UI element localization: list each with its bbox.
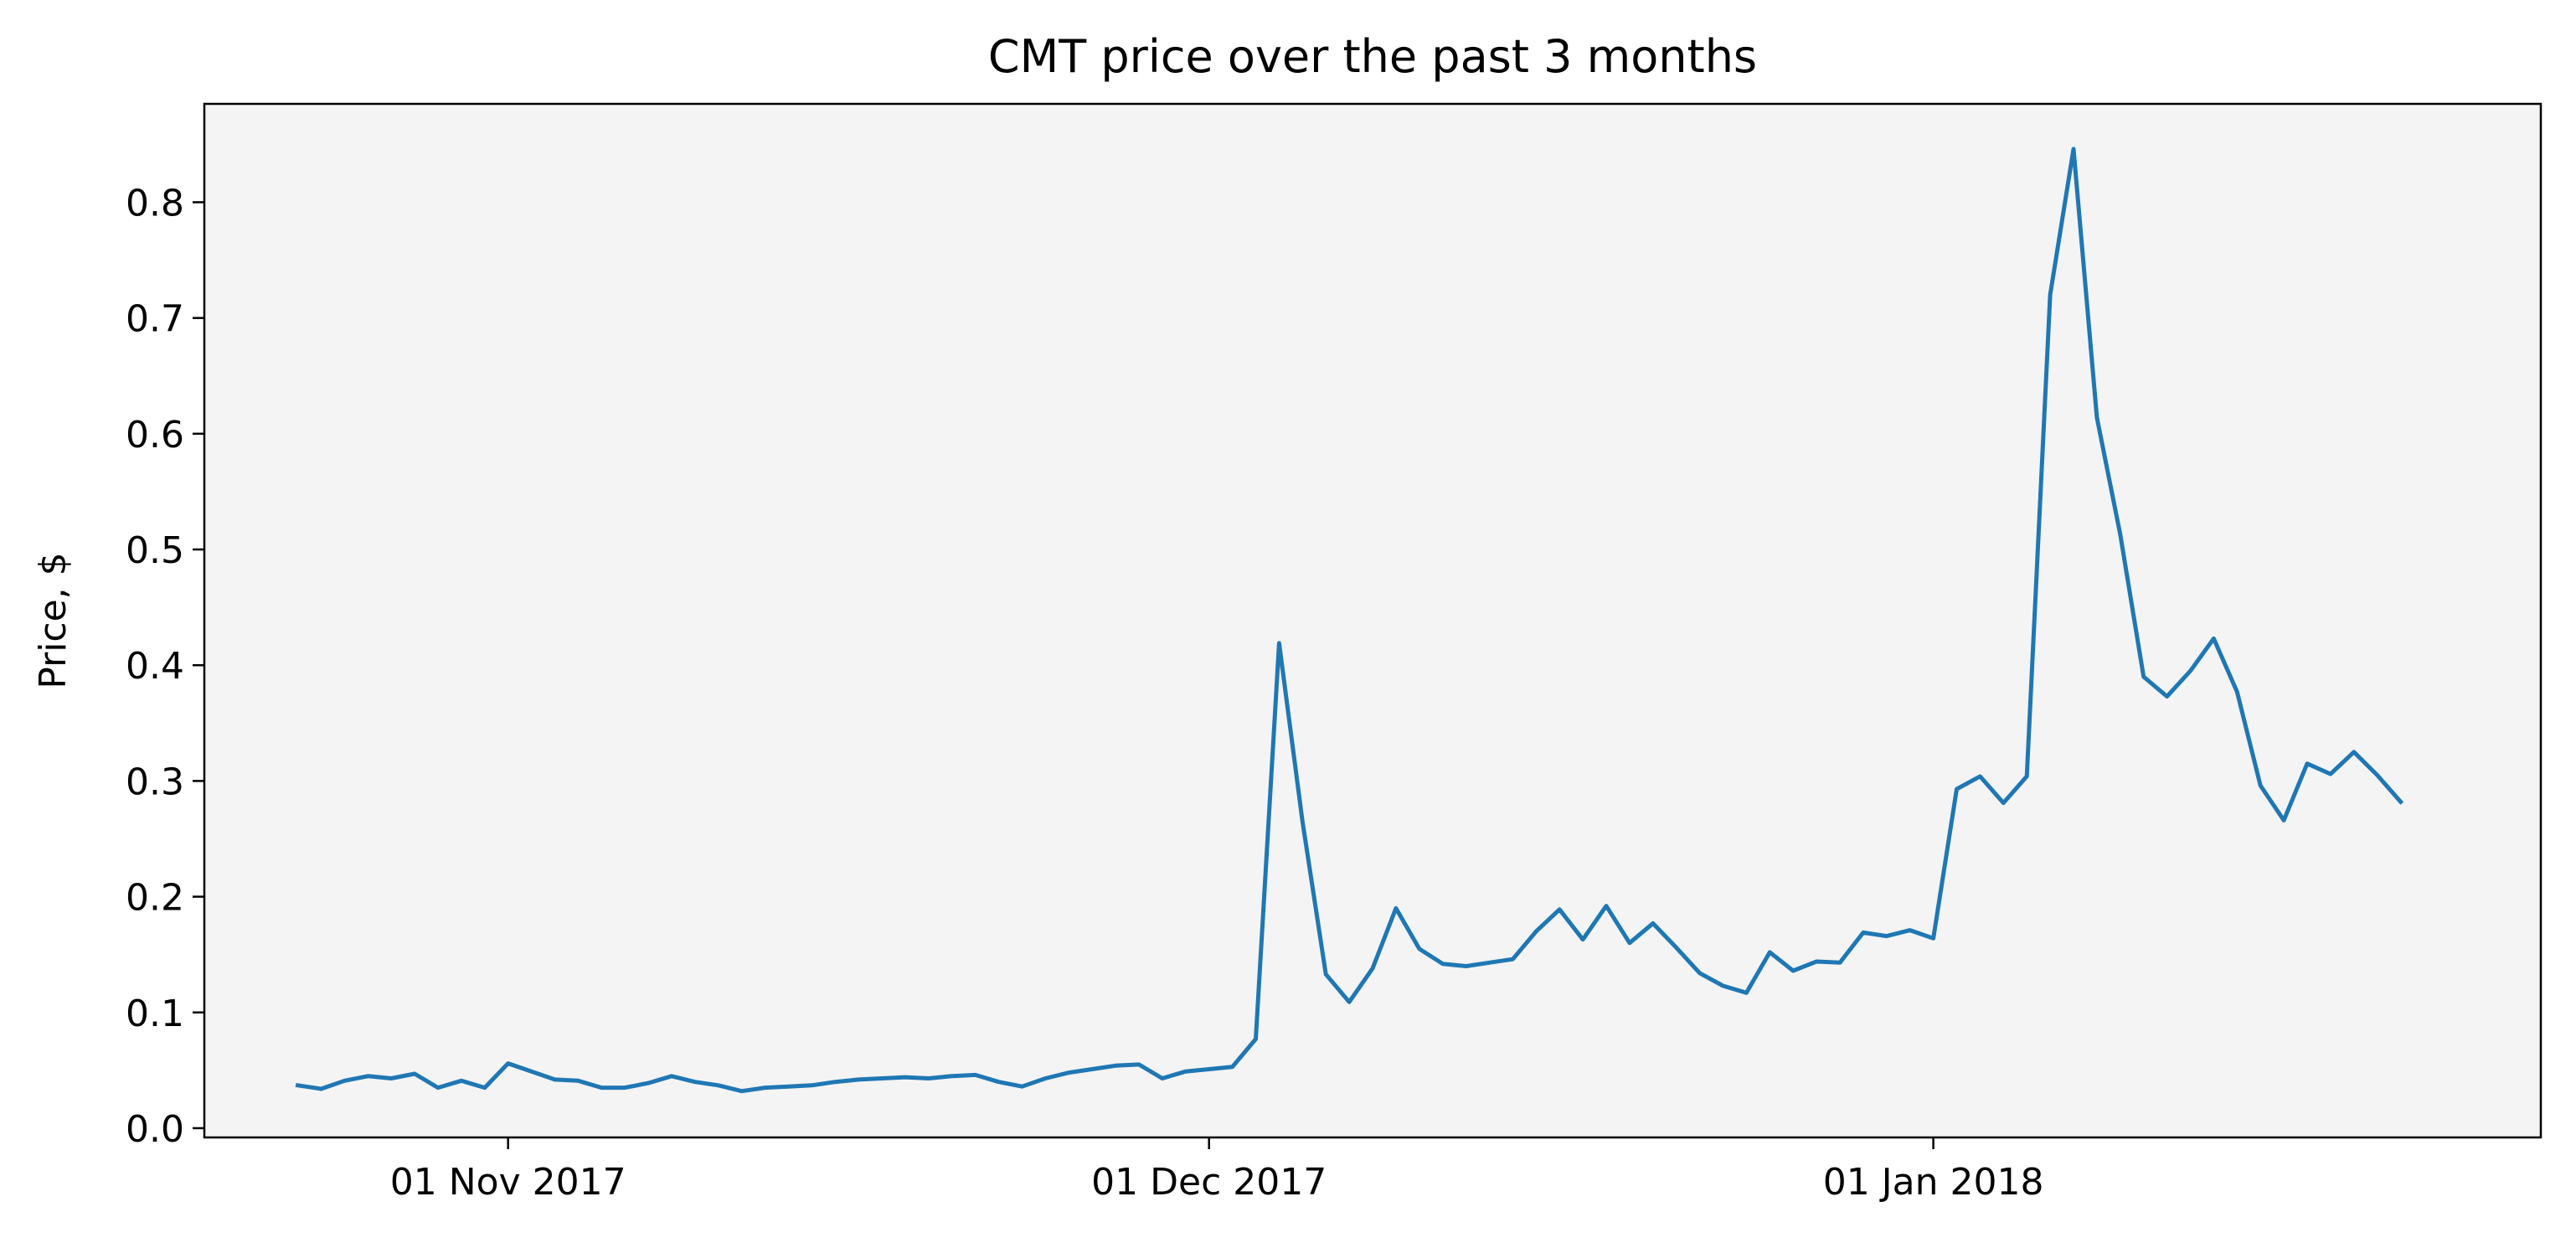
- y-axis-label: Price, $: [32, 552, 75, 688]
- x-tick-label: 01 Jan 2018: [1823, 1161, 2044, 1204]
- plot-area: [204, 104, 2541, 1137]
- y-tick-label: 0.3: [126, 761, 184, 803]
- plot-frame: [203, 102, 2543, 1139]
- x-tick-label: 01 Nov 2017: [390, 1161, 626, 1204]
- x-axis-ticks: 01 Nov 2017 01 Dec 2017 01 Jan 2018: [390, 1137, 2044, 1204]
- y-tick-label: 0.4: [126, 645, 184, 688]
- y-tick-label: 0.1: [126, 993, 184, 1035]
- x-tick-label: 01 Dec 2017: [1091, 1161, 1327, 1204]
- y-tick-label: 0.0: [126, 1108, 184, 1151]
- price-line: [295, 147, 2404, 1094]
- y-tick-label: 0.2: [126, 877, 184, 920]
- y-tick-label: 0.5: [126, 529, 184, 572]
- y-tick-label: 0.6: [126, 414, 184, 456]
- y-axis-ticks: 0.0 0.1 0.2 0.3 0.4 0.5 0.6 0.7 0.8: [126, 182, 204, 1151]
- chart-title: CMT price over the past 3 months: [988, 30, 1757, 83]
- y-tick-label: 0.7: [126, 298, 184, 341]
- y-tick-label: 0.8: [126, 182, 184, 224]
